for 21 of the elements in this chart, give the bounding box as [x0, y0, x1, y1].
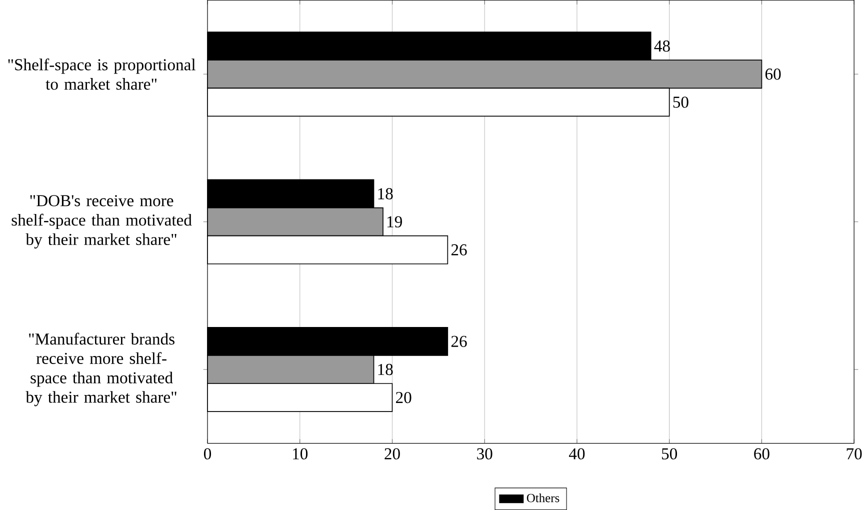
x-tick-label: 20: [384, 448, 400, 460]
data-label: 48: [654, 40, 670, 52]
x-tick-label: 40: [568, 448, 585, 460]
data-label: 60: [765, 68, 781, 80]
data-label: 19: [388, 216, 402, 228]
x-tick-label: 50: [662, 448, 677, 460]
y-tick-label: "Manufacturer brands receive more shelf-space than motivated by their market share": [26, 332, 176, 406]
x-tick-label: 30: [477, 448, 492, 460]
y-tick-label: "Shelf-space is proportional to market share": [8, 58, 196, 90]
y-tick-label: "DOB's receive more shelf-space than motivated by their market share": [12, 195, 192, 248]
x-tick-label: 60: [754, 448, 770, 460]
legend-label: Others: [526, 493, 560, 502]
data-label: 50: [673, 96, 688, 108]
data-label: 26: [451, 244, 467, 256]
data-label: 18: [378, 188, 393, 200]
x-tick-label: 0: [204, 448, 212, 460]
x-tick-label: 70: [846, 448, 862, 460]
data-label: 26: [451, 336, 467, 347]
data-label: 20: [396, 392, 412, 404]
data-label: 18: [378, 364, 393, 376]
x-tick-label: 10: [293, 448, 308, 460]
